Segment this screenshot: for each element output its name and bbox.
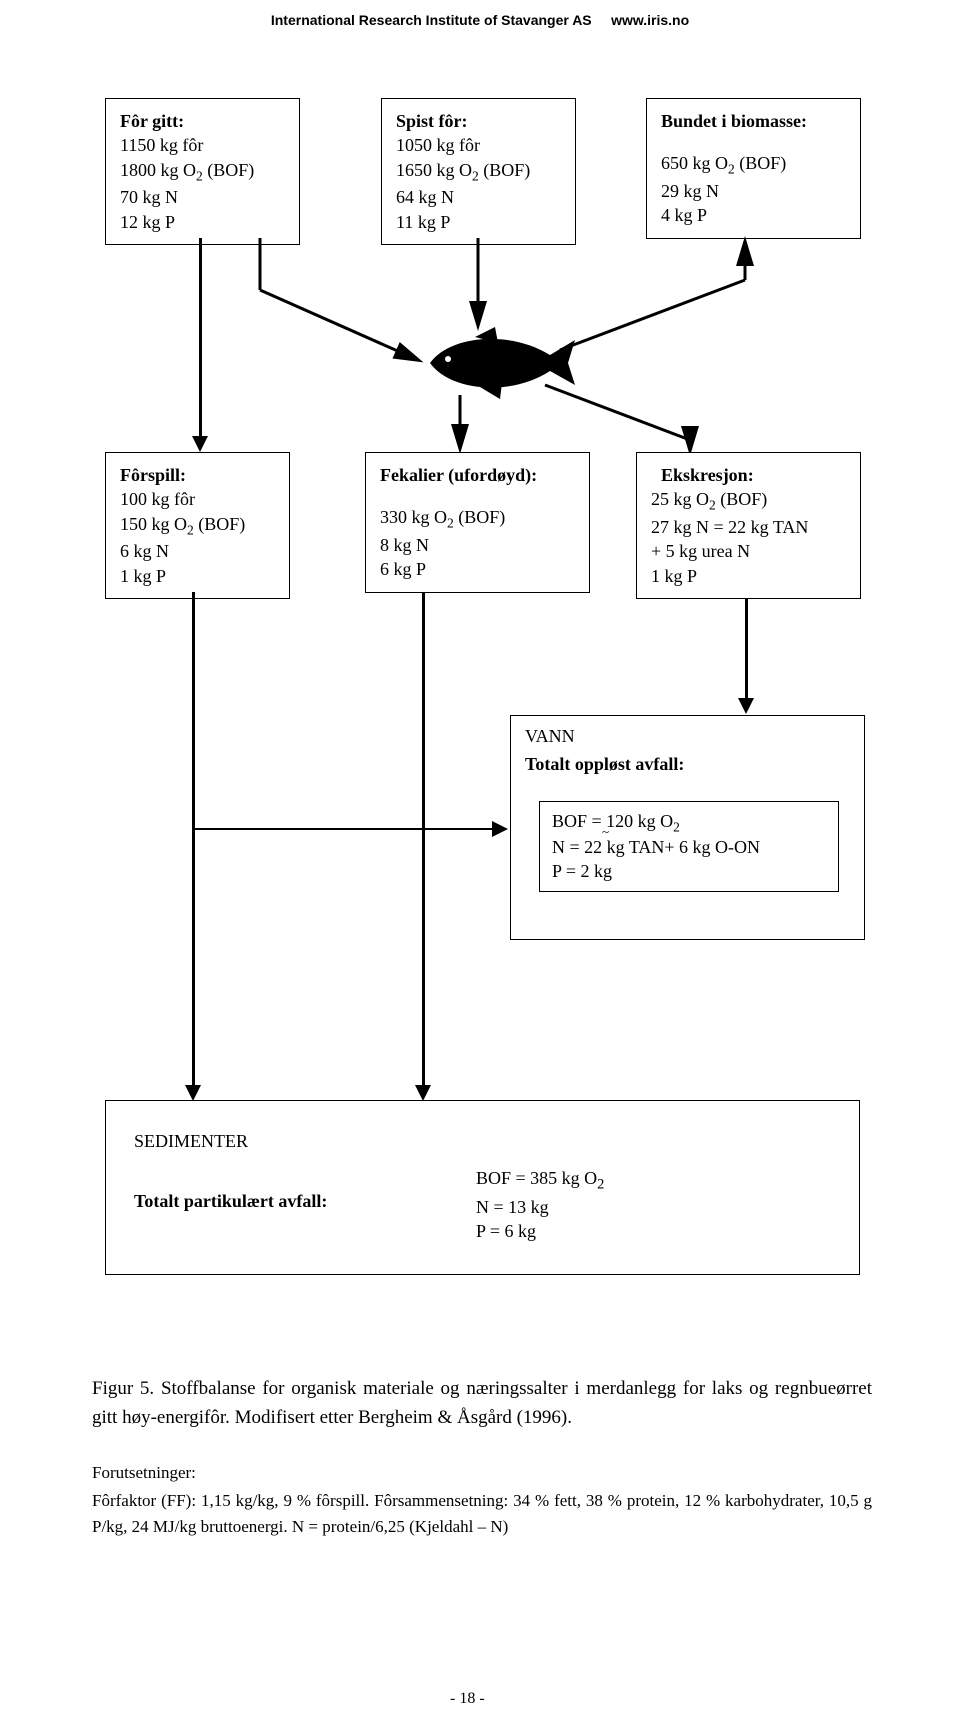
box2-l1: 1050 kg fôr — [396, 133, 561, 157]
box-bound-biomass: Bundet i biomasse: 650 kg O2 (BOF) 29 kg… — [646, 98, 861, 239]
sed-r2: N = 13 kg — [476, 1195, 604, 1219]
vann-inner: BOF = 120 kg O2 ~ N = 22 kg TAN+ 6 kg O-… — [539, 801, 839, 892]
arrow-5-sed — [422, 592, 425, 1085]
box5-l3: 8 kg N — [380, 533, 575, 557]
vann-l2: N = 22 kg TAN+ 6 kg O-ON — [552, 836, 826, 859]
box2-l4: 11 kg P — [396, 210, 561, 234]
sed-title: SEDIMENTER — [134, 1131, 248, 1152]
box3-l2: 650 kg O2 (BOF) — [661, 151, 846, 179]
arrow-5-sed-head — [415, 1085, 431, 1101]
box4-title: Fôrspill: — [120, 463, 275, 487]
box-sedimenter: SEDIMENTER Totalt partikulært avfall: BO… — [105, 1100, 860, 1275]
box5-l2: 330 kg O2 (BOF) — [380, 505, 575, 533]
arrow-6-vann — [745, 598, 748, 700]
box4-l1: 100 kg fôr — [120, 487, 275, 511]
box4-l3: 6 kg N — [120, 539, 275, 563]
vann-l1: BOF = 120 kg O2 — [552, 810, 826, 836]
box-feed-spill: Fôrspill: 100 kg fôr 150 kg O2 (BOF) 6 k… — [105, 452, 290, 599]
sed-r1: BOF = 385 kg O2 — [476, 1166, 604, 1195]
figure-caption-2: Forutsetninger: — [92, 1460, 872, 1486]
box1-l2: 1800 kg O2 (BOF) — [120, 158, 285, 186]
box6-title: Ekskresjon: — [661, 463, 846, 487]
box2-title: Spist fôr: — [396, 109, 561, 133]
arrow-4-sed-head — [185, 1085, 201, 1101]
sed-subtitle: Totalt partikulært avfall: — [134, 1191, 327, 1212]
box-ekskresjon: Ekskresjon: 25 kg O2 (BOF) 27 kg N = 22 … — [636, 452, 861, 599]
box5-title: Fekalier (ufordøyd): — [380, 463, 575, 487]
fish-icon — [420, 325, 580, 400]
box1-l1: 1150 kg fôr — [120, 133, 285, 157]
vann-l3: P = 2 kg — [552, 860, 826, 883]
box4-l2: 150 kg O2 (BOF) — [120, 512, 275, 540]
box6-l3b: + 5 kg urea N — [651, 539, 846, 563]
figure-caption-1: Figur 5. Stoffbalanse for organisk mater… — [92, 1375, 872, 1432]
box-fekalier: Fekalier (ufordøyd): 330 kg O2 (BOF) 8 k… — [365, 452, 590, 593]
box6-l2: 25 kg O2 (BOF) — [651, 487, 846, 515]
box3-l4: 4 kg P — [661, 203, 846, 227]
box2-l2: 1650 kg O2 (BOF) — [396, 158, 561, 186]
box6-l4: 1 kg P — [651, 564, 846, 588]
box1-title: Fôr gitt: — [120, 109, 285, 133]
box3-title: Bundet i biomasse: — [661, 109, 846, 133]
vann-subtitle: Totalt oppløst avfall: — [525, 754, 684, 775]
page-number: - 18 - — [450, 1690, 485, 1708]
arrow-4-sed — [192, 592, 195, 1085]
box2-l3: 64 kg N — [396, 185, 561, 209]
box3-l3: 29 kg N — [661, 179, 846, 203]
box1-l4: 12 kg P — [120, 210, 285, 234]
sed-r3: P = 6 kg — [476, 1219, 604, 1243]
arrow-1-4-head — [192, 436, 208, 452]
vann-title: VANN — [525, 726, 575, 747]
page-header: International Research Institute of Stav… — [0, 12, 960, 28]
box5-l4: 6 kg P — [380, 557, 575, 581]
tee-line-to-vann-2 — [423, 828, 493, 830]
arrow-6-vann-head — [738, 698, 754, 714]
box4-l4: 1 kg P — [120, 564, 275, 588]
box-vann: VANN Totalt oppløst avfall: BOF = 120 kg… — [510, 715, 865, 940]
vann-tilde: ~ — [602, 824, 609, 841]
arrow-1-4 — [199, 238, 202, 437]
sed-values: BOF = 385 kg O2 N = 13 kg P = 6 kg — [476, 1166, 604, 1244]
tee-arrow-head — [492, 821, 508, 837]
box1-l3: 70 kg N — [120, 185, 285, 209]
box-eaten-feed: Spist fôr: 1050 kg fôr 1650 kg O2 (BOF) … — [381, 98, 576, 245]
box-given-feed: Fôr gitt: 1150 kg fôr 1800 kg O2 (BOF) 7… — [105, 98, 300, 245]
figure-caption-3: Fôrfaktor (FF): 1,15 kg/kg, 9 % fôrspill… — [92, 1488, 872, 1539]
box6-l3: 27 kg N = 22 kg TAN — [651, 515, 846, 539]
